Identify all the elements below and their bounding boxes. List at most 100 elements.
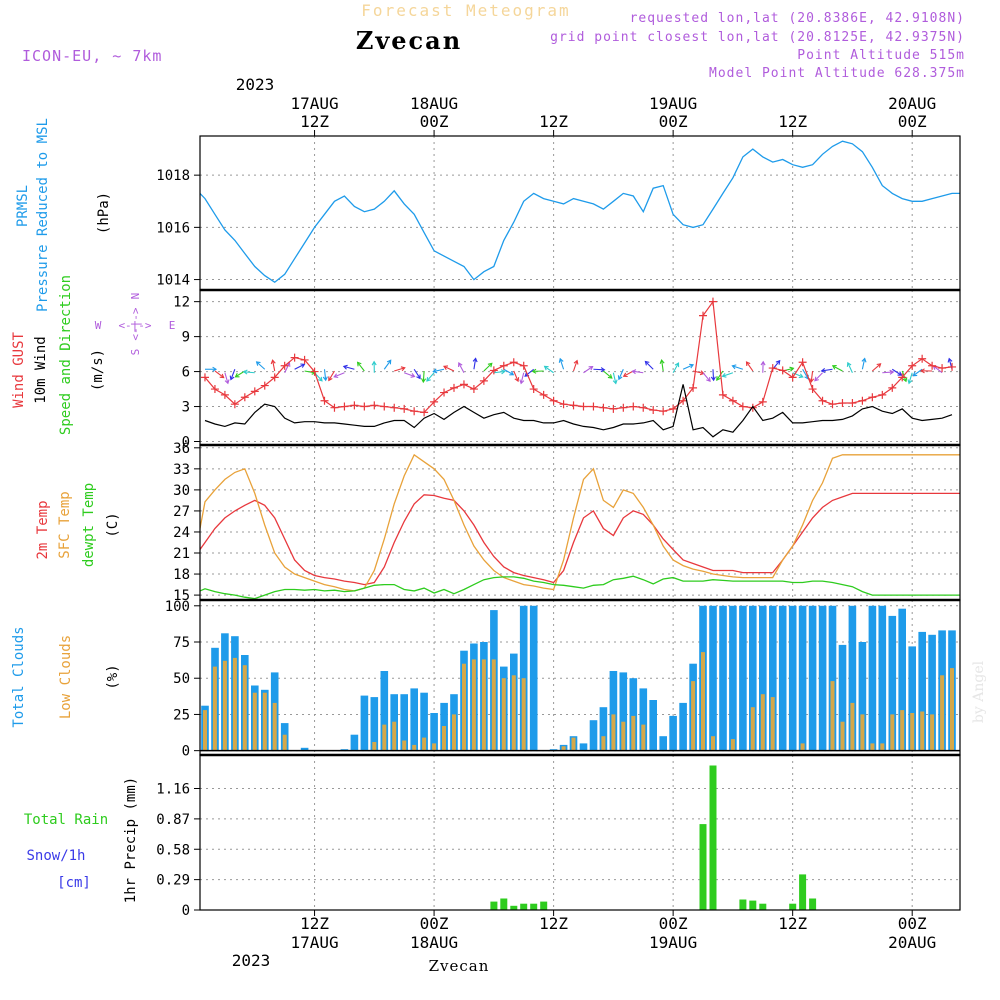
low-cloud-bar — [770, 697, 775, 751]
pressure-line — [200, 140, 960, 284]
low-cloud-bar — [462, 663, 466, 751]
compass-ew: <-|-> — [118, 319, 151, 332]
wind-arrow — [493, 370, 505, 374]
gust-line — [204, 300, 953, 414]
wind-arrow-head — [416, 374, 421, 380]
precip-ytick-label: 0.29 — [156, 873, 190, 889]
gust-point — [639, 403, 648, 412]
low-cloud-bar — [571, 737, 576, 751]
wind-arrow-head — [798, 373, 804, 379]
low-cloud-bar — [611, 714, 616, 751]
sfc-label: SFC Temp — [57, 491, 73, 558]
wind-arrow — [334, 372, 345, 378]
temperature-marks — [200, 453, 960, 600]
gust-point — [270, 373, 279, 382]
low-cloud-bar — [481, 659, 486, 751]
gust-point — [629, 402, 638, 411]
low-cloud-bar — [521, 678, 526, 751]
top-year: 2023 — [236, 75, 275, 94]
bottom-year: 2023 — [232, 951, 271, 970]
wind-arrow-head — [410, 373, 416, 378]
wind-ytick-label: 6 — [182, 365, 190, 381]
total-cloud-bar — [599, 707, 608, 751]
wind-arrow — [618, 369, 624, 380]
wind-arrow — [304, 370, 316, 374]
wind-arrow — [413, 368, 421, 379]
wind-arrow — [712, 369, 715, 381]
wind-arrow — [503, 368, 514, 376]
gust-point — [788, 373, 797, 382]
low-cloud-bar — [501, 678, 506, 751]
wind-arrow — [524, 368, 535, 377]
precip-ytick-label: 1.16 — [156, 782, 190, 798]
wind-arrow — [224, 372, 229, 384]
grid-point: grid point closest lon,lat (20.8125E, 42… — [550, 30, 965, 45]
wind-arrow — [732, 365, 744, 370]
wind-arrow-head — [861, 357, 867, 363]
wind-arrow — [847, 362, 853, 373]
bottom-hour-label: 00Z — [420, 914, 449, 933]
low-cloud-bar — [711, 736, 715, 751]
wind-arrow-head — [907, 379, 913, 385]
gust-point — [240, 393, 249, 402]
gust-point — [420, 408, 429, 417]
wind-arrow-head — [897, 371, 903, 376]
prmsl-marks — [200, 140, 960, 284]
rain-bar — [520, 903, 528, 910]
wind-arrow-head — [371, 360, 377, 366]
gust-point — [619, 403, 628, 412]
prmsl-ytick-label: 1016 — [156, 220, 190, 236]
wind-arrow-head — [876, 363, 882, 368]
low-cloud-bar — [242, 665, 247, 751]
total-cloud-bar — [749, 605, 757, 751]
low-cloud-bar — [442, 726, 446, 751]
wind-arrow — [593, 368, 605, 371]
gust-point — [479, 376, 488, 385]
wind-arrow-head — [443, 365, 449, 371]
total-cloud-bar — [868, 605, 877, 751]
total-cloud-bar — [838, 644, 847, 751]
wind-arrow-head — [588, 366, 594, 371]
gust-point — [320, 396, 329, 405]
wind-arrow-head — [322, 376, 328, 382]
gust-point — [310, 367, 319, 376]
compass-rose: N S W E <-|-> <-|-> — [95, 293, 176, 356]
wind-arrow — [383, 360, 392, 370]
bottom-date-label: 20AUG — [888, 933, 936, 952]
wind-arrow-head — [775, 359, 781, 365]
wind-arrow — [933, 365, 943, 374]
low-cloud-bar — [432, 743, 437, 751]
compass-e: E — [169, 319, 176, 332]
gust-point — [509, 358, 518, 367]
rain-bar — [799, 874, 807, 910]
wind-ytick-label: 12 — [173, 295, 190, 311]
precip-unit: 1hr Precip (mm) — [123, 777, 139, 903]
temperature-ytick-label: 36 — [173, 441, 190, 457]
wind-arrow — [323, 369, 327, 381]
wind-arrow — [272, 360, 276, 372]
wind-arrow-head — [386, 359, 392, 365]
total-cloud-bar — [679, 702, 687, 751]
wind-arrow-head — [421, 378, 427, 384]
dewpt-line — [200, 575, 960, 600]
wind-arrow — [623, 370, 634, 377]
wind-arrow-head — [631, 369, 637, 375]
temperature-ytick-label: 30 — [173, 483, 190, 499]
wind-arrow — [544, 365, 554, 374]
low-cloud-bar — [412, 744, 417, 751]
low-cloud-bar — [900, 710, 905, 751]
precip-frame — [199, 754, 961, 911]
rain-bar — [759, 903, 767, 910]
wind-marks — [200, 297, 957, 438]
gust-point — [738, 402, 747, 411]
compass-ns: <-|-> — [129, 307, 142, 340]
gust-point — [689, 383, 698, 392]
rain-bar — [699, 824, 707, 910]
low-cloud-label: Low Clouds — [58, 635, 74, 719]
wind-arrow-head — [622, 372, 628, 378]
low-cloud-bar — [730, 739, 735, 751]
gust-point — [290, 353, 299, 362]
wind-arrow — [394, 367, 405, 372]
wind-arrow — [891, 368, 902, 376]
